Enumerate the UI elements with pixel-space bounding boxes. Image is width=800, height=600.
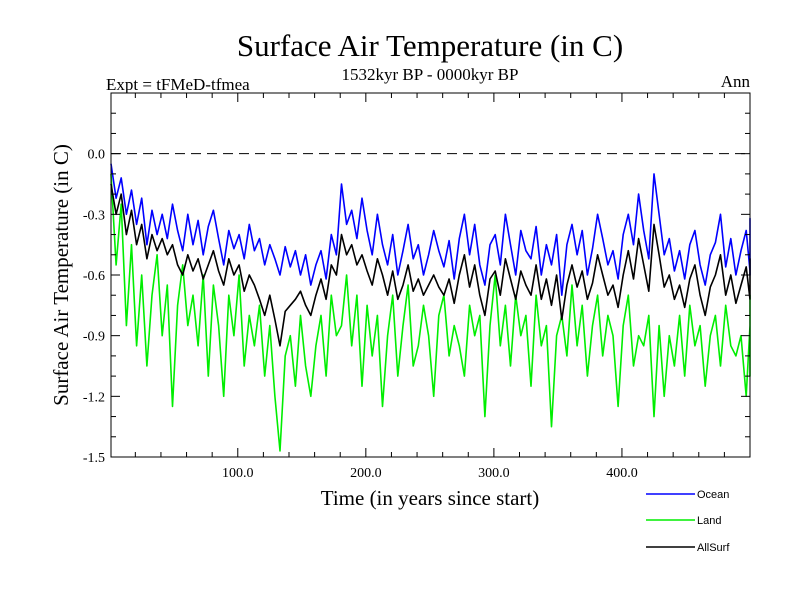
legend-label-land: Land [697,515,721,527]
y-tick-label: -0.3 [83,208,105,223]
x-tick-label: 100.0 [222,466,254,481]
experiment-label: Expt = tFMeD-tfmea [106,75,250,94]
y-tick-label: -1.2 [83,390,105,405]
x-tick-label: 200.0 [350,466,382,481]
y-tick-label: -1.5 [83,451,105,466]
x-axis-label: Time (in years since start) [321,486,540,510]
x-tick-label: 300.0 [478,466,510,481]
chart-title: Surface Air Temperature (in C) [237,28,623,63]
series-line-allsurf [110,183,751,347]
x-tick-label: 400.0 [606,466,638,481]
legend-label-ocean: Ocean [697,489,729,501]
legend-label-allsurf: AllSurf [697,542,730,554]
y-axis-label: Surface Air Temperature (in C) [49,144,73,406]
time-range-label: 1532kyr BP - 0000kyr BP [342,65,519,84]
plot-area: 100.0 200.0 300.0 400.0 0.0 -0.3 -0.6 -0.9 -1.2 -… [83,92,751,481]
legend: Ocean Land AllSurf [646,489,730,554]
series-line-ocean [110,163,751,297]
series-line-land [110,173,751,452]
season-label: Ann [721,72,751,91]
y-tick-label: -0.6 [83,269,105,284]
y-tick-label: -0.9 [83,330,105,345]
y-tick-label: 0.0 [88,148,106,163]
